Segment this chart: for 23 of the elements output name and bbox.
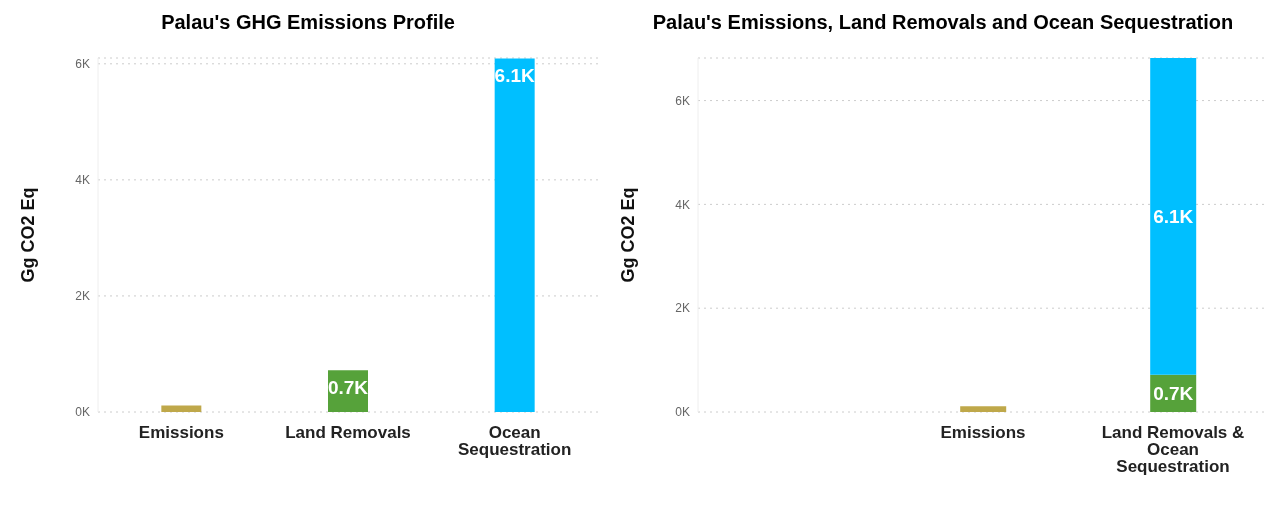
x-tick-label: Land Removals & Ocean Sequestration bbox=[1101, 423, 1245, 477]
data-label: 0.7K bbox=[1153, 383, 1194, 405]
x-tick-label: Emissions bbox=[138, 423, 224, 443]
chart-title: Palau's Emissions, Land Removals and Ocean Sequestration bbox=[651, 10, 1235, 35]
x-tick-label: Land Removals bbox=[285, 423, 411, 443]
y-tick-label: 6K bbox=[675, 93, 690, 108]
x-tick-label: Ocean Sequestration bbox=[457, 423, 572, 460]
x-tick-label: Emissions bbox=[940, 423, 1026, 443]
bar bbox=[494, 58, 535, 412]
y-axis-title: Gg CO2 Eq bbox=[18, 187, 39, 283]
data-label: 6.1K bbox=[1153, 206, 1194, 228]
y-tick-label: 0K bbox=[75, 405, 90, 420]
bar bbox=[161, 405, 202, 412]
y-tick-label: 0K bbox=[675, 405, 690, 420]
y-tick-label: 6K bbox=[75, 57, 90, 72]
y-tick-label: 4K bbox=[75, 173, 90, 188]
chart-title: Palau's GHG Emissions Profile bbox=[160, 10, 456, 35]
y-axis-title: Gg CO2 Eq bbox=[618, 187, 639, 283]
data-label: 6.1K bbox=[494, 65, 536, 87]
data-label: 0.7K bbox=[327, 376, 369, 398]
y-tick-label: 4K bbox=[675, 197, 690, 212]
y-tick-label: 2K bbox=[75, 289, 90, 304]
y-tick-label: 2K bbox=[675, 301, 690, 316]
